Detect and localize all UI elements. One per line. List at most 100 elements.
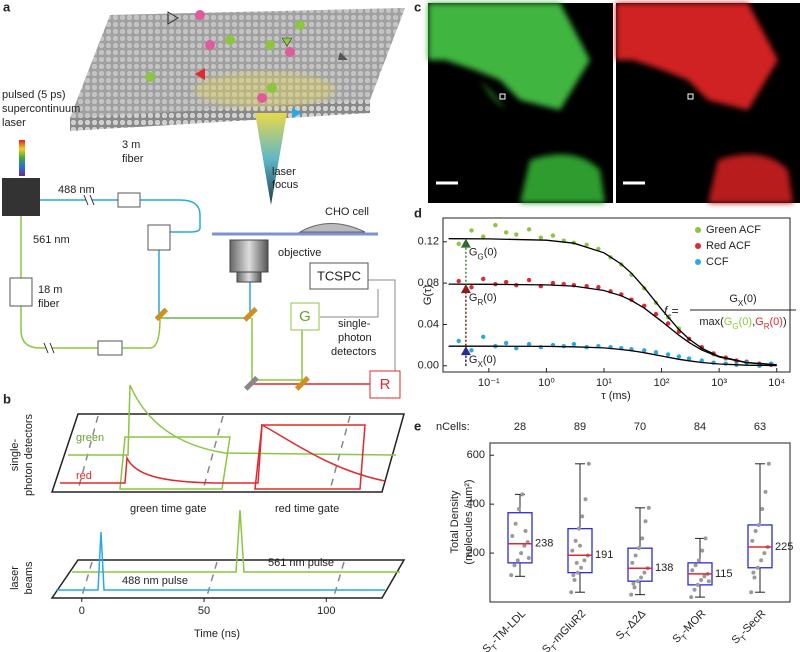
legend-swatch bbox=[695, 259, 701, 265]
detector bbox=[369, 370, 401, 399]
data-point bbox=[665, 352, 671, 357]
data-point bbox=[689, 595, 694, 600]
data-point bbox=[579, 565, 584, 570]
x-axis-title: Time (ns) bbox=[194, 628, 240, 640]
annotation-part: G bbox=[469, 354, 478, 366]
formula: fc= GX(0) max(GG(0),GR(0)) bbox=[664, 293, 796, 331]
data-point bbox=[550, 280, 556, 286]
median-label: 138 bbox=[655, 562, 673, 574]
annotation-part: X bbox=[477, 360, 483, 369]
data-point bbox=[693, 563, 698, 568]
proteins bbox=[145, 10, 348, 118]
data-point bbox=[583, 497, 588, 502]
y-tick-label: 0.00 bbox=[418, 360, 439, 372]
data-point bbox=[752, 575, 757, 580]
data-point bbox=[706, 579, 711, 584]
roi bbox=[499, 93, 506, 100]
data-point bbox=[586, 461, 591, 466]
data-point bbox=[514, 346, 519, 351]
data-point bbox=[696, 558, 701, 563]
red-label: red bbox=[76, 470, 92, 482]
panel-e: e nCells: Total Density (molecules / µm²… bbox=[414, 418, 793, 652]
green-label: green bbox=[76, 432, 104, 444]
annotation-part: G bbox=[469, 247, 478, 259]
red-gate bbox=[254, 424, 366, 490]
y-tick-label: 400 bbox=[467, 498, 485, 510]
data-point bbox=[759, 558, 764, 563]
detector-label: G bbox=[299, 308, 311, 325]
data-point bbox=[629, 592, 634, 597]
data-point bbox=[635, 579, 640, 584]
laser-box bbox=[2, 178, 40, 216]
annotation-arrow bbox=[460, 238, 471, 248]
annotation-label: GG(0) bbox=[469, 247, 497, 262]
data-point bbox=[509, 573, 514, 578]
data-point bbox=[572, 577, 577, 582]
label-part: T bbox=[490, 642, 500, 652]
formula-lhs: fc= bbox=[664, 304, 678, 320]
data-point bbox=[749, 590, 754, 595]
focus-label: laser bbox=[272, 166, 296, 178]
focus-label: focus bbox=[272, 179, 299, 191]
data-point bbox=[481, 234, 486, 239]
y-axis-title: (molecules / µm²) bbox=[463, 479, 475, 564]
panel-label: d bbox=[414, 205, 422, 220]
data-point bbox=[690, 568, 695, 573]
objective-tip bbox=[236, 271, 262, 283]
tcspc-box bbox=[309, 262, 369, 290]
median-label: 225 bbox=[775, 541, 793, 553]
cells-red bbox=[616, 3, 793, 203]
legend-label: CCF bbox=[706, 256, 729, 268]
panel-label: b bbox=[3, 391, 11, 406]
cell-label: CHO cell bbox=[325, 206, 369, 218]
pulse-label: 488 nm pulse bbox=[122, 575, 188, 587]
beam-paths bbox=[20, 194, 396, 385]
x-tick-label: ST-SecR bbox=[729, 608, 770, 649]
data-point bbox=[695, 582, 700, 587]
plot-frame bbox=[442, 217, 791, 373]
annotation-part: (0) bbox=[484, 247, 497, 259]
coupler bbox=[117, 192, 141, 208]
panel-label: a bbox=[3, 0, 11, 14]
panel-label: c bbox=[414, 0, 421, 14]
detector bbox=[290, 302, 320, 331]
data-point bbox=[538, 344, 544, 350]
data-point bbox=[584, 242, 589, 248]
data-point bbox=[630, 560, 635, 565]
detectors-label: single- bbox=[9, 438, 21, 471]
cells-green bbox=[428, 3, 605, 203]
fiber-label: fiber bbox=[122, 153, 144, 165]
data-point bbox=[456, 241, 461, 247]
coupler bbox=[147, 224, 171, 251]
gate-label: red time gate bbox=[275, 503, 339, 515]
fiber-label: fiber bbox=[38, 298, 60, 310]
time-axis: 0 50 100 bbox=[79, 598, 335, 617]
annotation-part: (0) bbox=[483, 354, 496, 366]
fit-line bbox=[448, 345, 777, 367]
n-count: 84 bbox=[694, 421, 706, 433]
label-part: T bbox=[739, 633, 749, 643]
data-point bbox=[640, 536, 645, 541]
data-point bbox=[456, 278, 461, 284]
data-point bbox=[646, 505, 651, 510]
data-point bbox=[633, 553, 638, 558]
data-point bbox=[481, 276, 486, 282]
legend-label: Green ACF bbox=[706, 224, 761, 236]
data-point bbox=[766, 461, 771, 466]
annotation-arrow bbox=[460, 284, 471, 294]
x-tick-label: 100 bbox=[317, 605, 335, 617]
x-tick-label: 10⁰ bbox=[538, 377, 555, 389]
cell bbox=[298, 223, 366, 233]
label-part: T bbox=[623, 629, 633, 639]
laser-label: laser bbox=[2, 117, 26, 129]
data-point bbox=[631, 581, 636, 586]
beams-label: beams bbox=[23, 561, 35, 595]
data-point bbox=[503, 340, 509, 346]
median-label: 238 bbox=[535, 538, 553, 550]
panel-b: b green red single- photon detectors gre… bbox=[3, 384, 406, 640]
n-label: nCells: bbox=[436, 421, 470, 433]
y-tick-label: 600 bbox=[467, 449, 485, 461]
data-point bbox=[493, 223, 498, 228]
n-count: 63 bbox=[754, 421, 766, 433]
data-point bbox=[516, 507, 521, 512]
